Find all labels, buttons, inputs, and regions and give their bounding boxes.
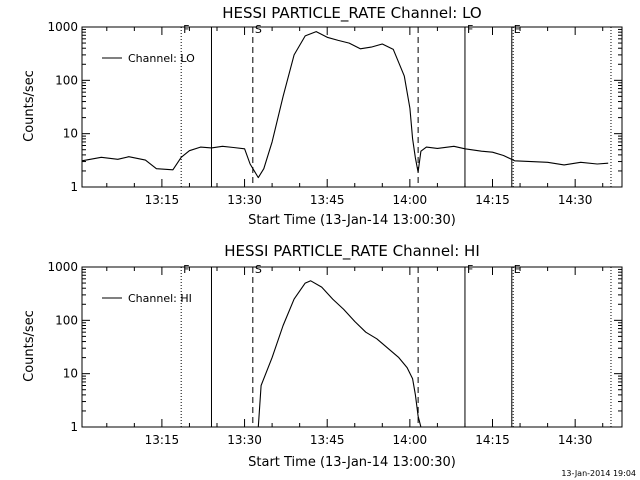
lo-chart-title: HESSI PARTICLE_RATE Channel: LO [222, 4, 481, 23]
lo-y-axis-label: Counts/sec [22, 70, 37, 142]
lo-y-tick-label: 1000 [47, 20, 78, 34]
lo-x-tick-label: 13:15 [145, 193, 180, 207]
lo-channel-panel: HESSI PARTICLE_RATE Channel: LO Start Ti… [22, 4, 623, 228]
lo-x-tick-label: 13:45 [310, 193, 345, 207]
lo-event-marker-label: E [514, 23, 521, 36]
lo-series-line [81, 31, 609, 179]
footer-timestamp: 13-Jan-2014 19:04 [561, 469, 636, 478]
lo-x-axis-label: Start Time (13-Jan-14 13:00:30) [248, 213, 456, 228]
hi-x-tick-label: 14:30 [558, 433, 593, 447]
lo-x-tick-label: 14:00 [393, 193, 428, 207]
hi-legend-label: Channel: HI [128, 292, 192, 305]
lo-event-marker-label: F [467, 23, 473, 36]
lo-x-tick-label: 14:15 [475, 193, 510, 207]
hi-event-marker-label: F [467, 263, 473, 276]
lo-y-tick-label: 100 [55, 73, 78, 87]
hi-x-tick-label: 13:15 [145, 433, 180, 447]
lo-event-marker-label: F [183, 23, 189, 36]
hi-channel-panel: HESSI PARTICLE_RATE Channel: HI Start Ti… [22, 242, 623, 470]
hi-event-marker-label: F [183, 263, 189, 276]
lo-event-marker-label: S [255, 23, 262, 36]
lo-x-tick-label: 14:30 [558, 193, 593, 207]
hi-y-tick-label: 1 [70, 420, 78, 434]
hi-x-tick-label: 13:45 [310, 433, 345, 447]
hi-y-axis-label: Counts/sec [22, 310, 37, 382]
hi-y-tick-label: 10 [63, 367, 78, 381]
hi-y-tick-label: 1000 [47, 260, 78, 274]
hi-series-line [257, 280, 422, 428]
hi-y-tick-label: 100 [55, 313, 78, 327]
lo-legend-label: Channel: LO [128, 52, 195, 65]
lo-x-tick-label: 13:30 [227, 193, 262, 207]
hi-chart-title: HESSI PARTICLE_RATE Channel: HI [224, 242, 480, 261]
hi-x-tick-label: 14:00 [393, 433, 428, 447]
hi-x-axis-label: Start Time (13-Jan-14 13:00:30) [248, 455, 456, 470]
hi-event-marker-label: S [255, 263, 262, 276]
hi-x-tick-label: 14:15 [475, 433, 510, 447]
lo-y-tick-label: 10 [63, 127, 78, 141]
hi-plot-frame [81, 266, 623, 428]
lo-plot-frame [81, 26, 623, 188]
hi-event-marker-label: E [514, 263, 521, 276]
lo-y-tick-label: 1 [70, 180, 78, 194]
hi-x-tick-label: 13:30 [227, 433, 262, 447]
